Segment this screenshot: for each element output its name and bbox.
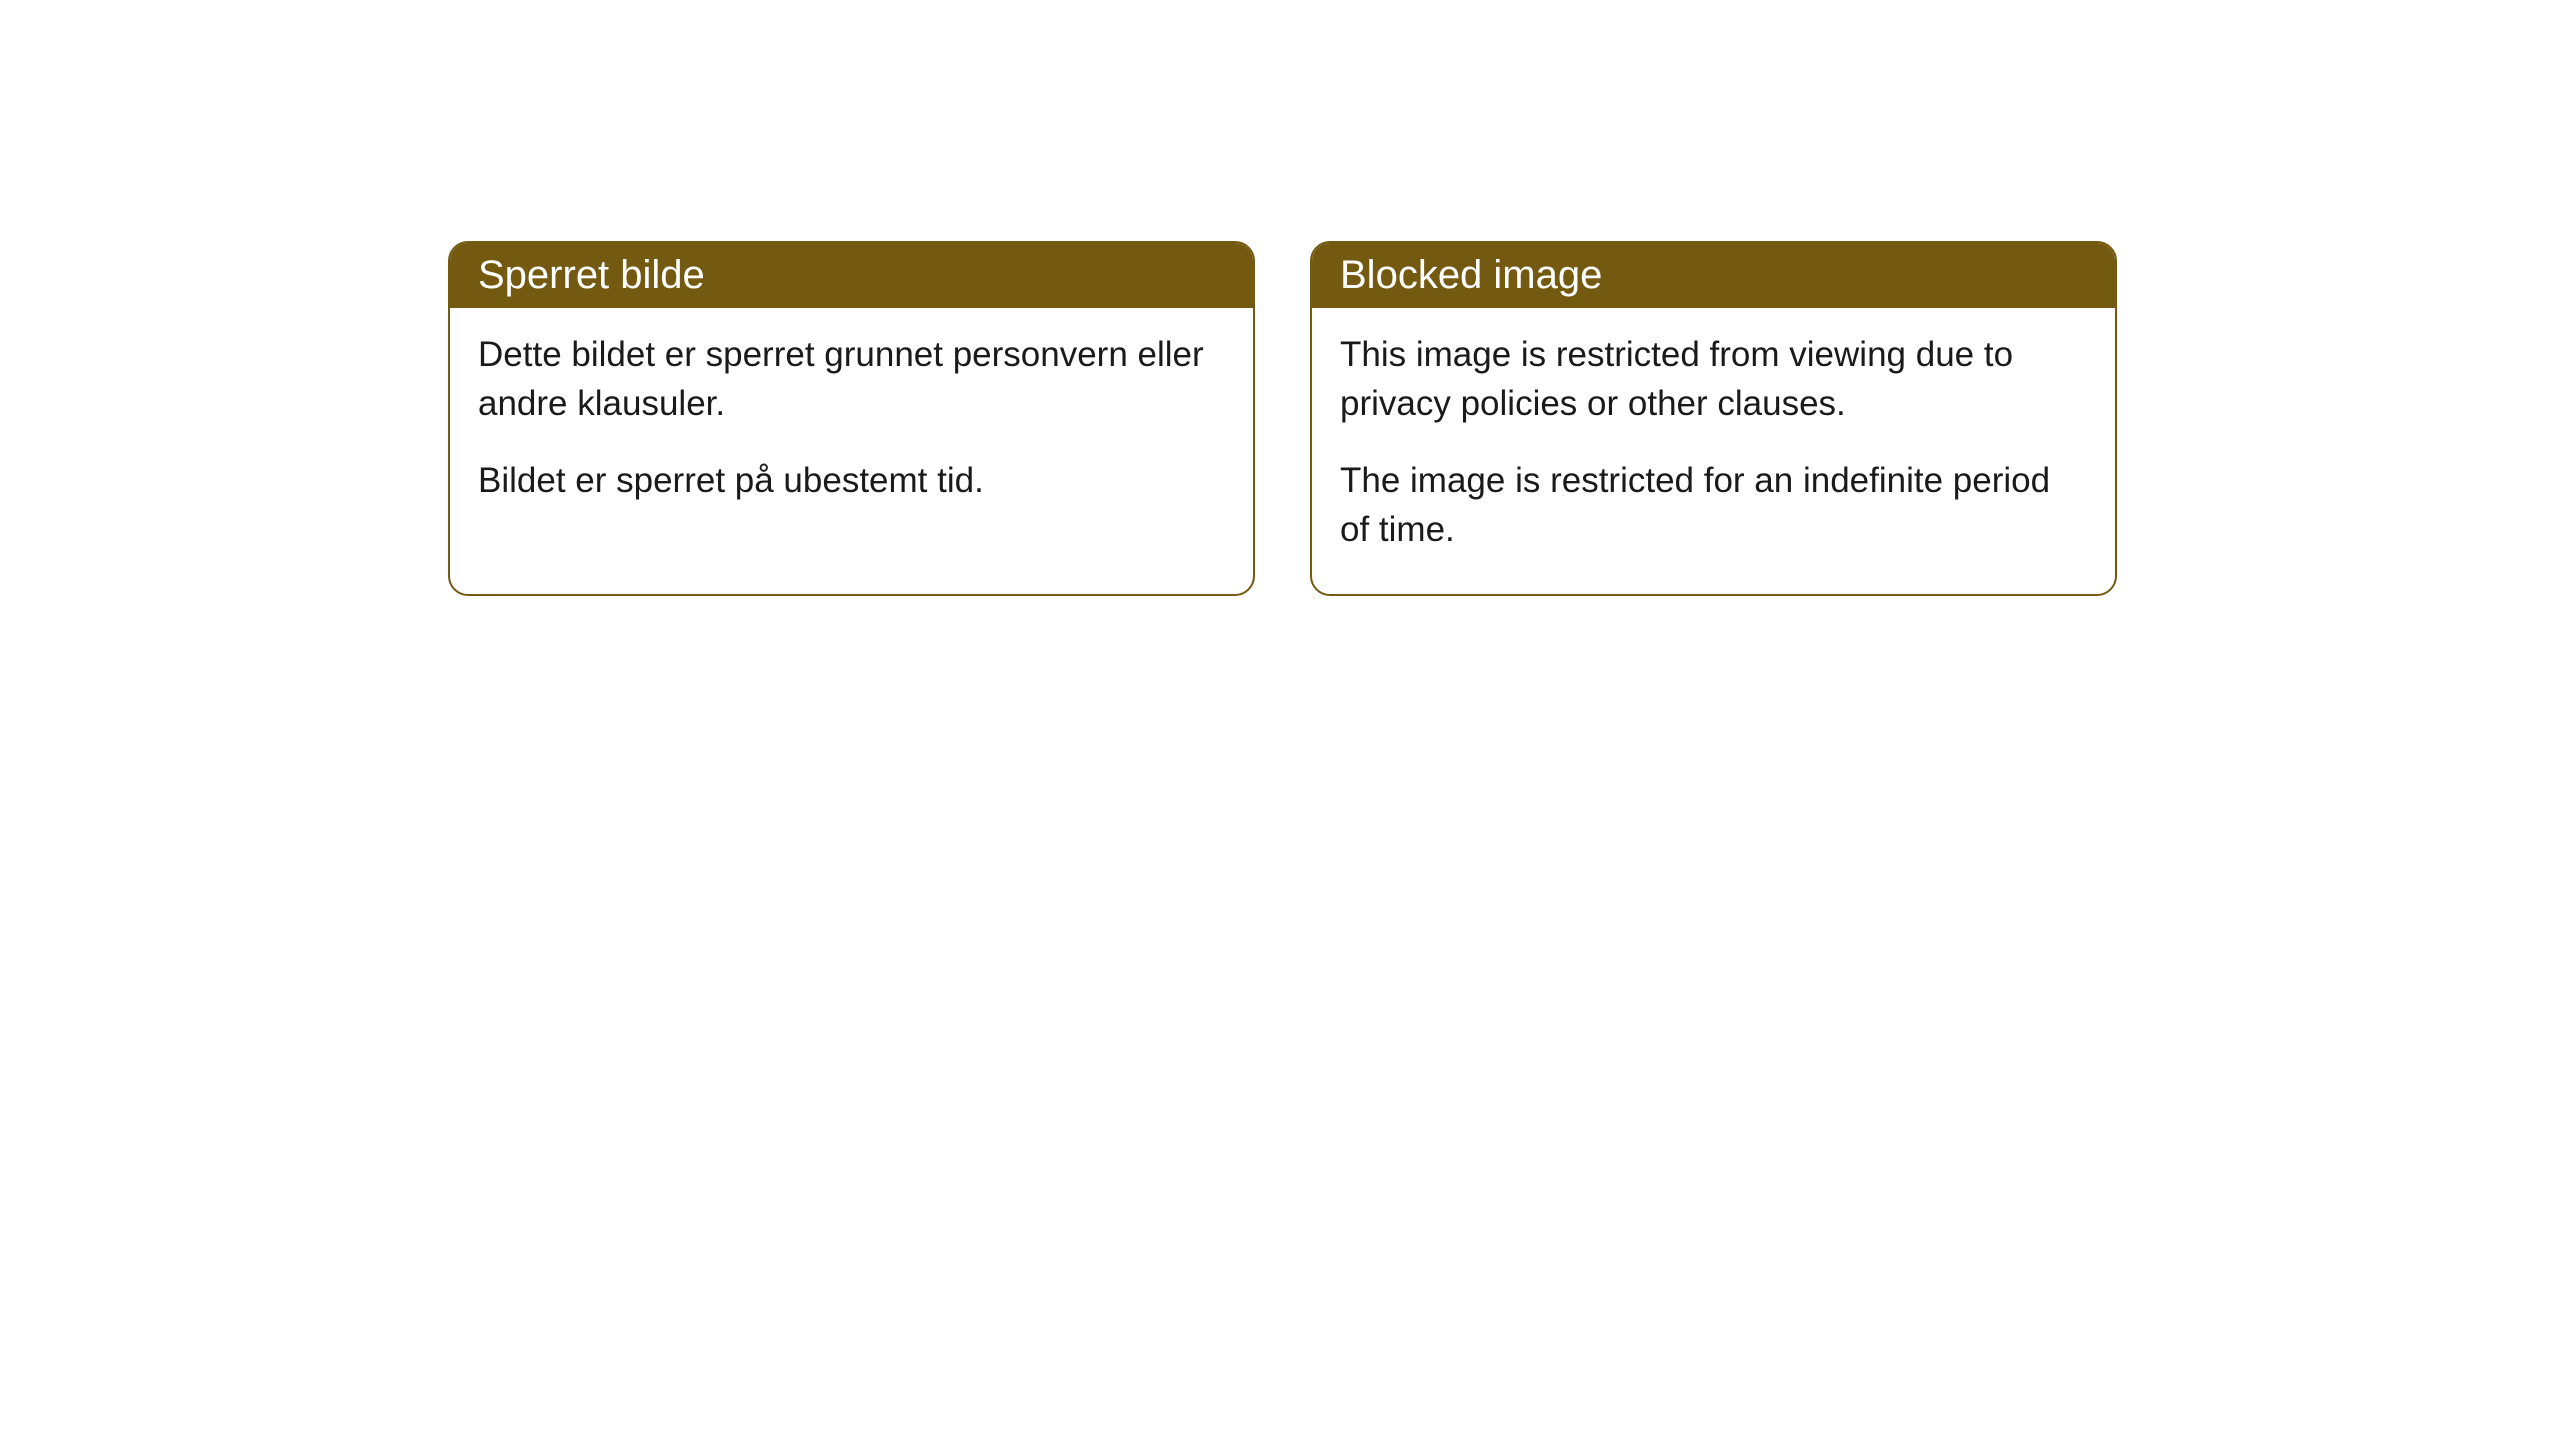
card-body: This image is restricted from viewing du… — [1312, 308, 2115, 594]
card-body: Dette bildet er sperret grunnet personve… — [450, 308, 1253, 545]
card-paragraph-2: Bildet er sperret på ubestemt tid. — [478, 456, 1225, 505]
card-header: Sperret bilde — [450, 243, 1253, 308]
card-paragraph-2: The image is restricted for an indefinit… — [1340, 456, 2087, 554]
card-title: Blocked image — [1340, 253, 1602, 297]
card-header: Blocked image — [1312, 243, 2115, 308]
card-paragraph-1: Dette bildet er sperret grunnet personve… — [478, 330, 1225, 428]
notice-card-norwegian: Sperret bilde Dette bildet er sperret gr… — [448, 241, 1255, 596]
notice-container: Sperret bilde Dette bildet er sperret gr… — [448, 241, 2117, 596]
card-title: Sperret bilde — [478, 253, 705, 297]
notice-card-english: Blocked image This image is restricted f… — [1310, 241, 2117, 596]
card-paragraph-1: This image is restricted from viewing du… — [1340, 330, 2087, 428]
